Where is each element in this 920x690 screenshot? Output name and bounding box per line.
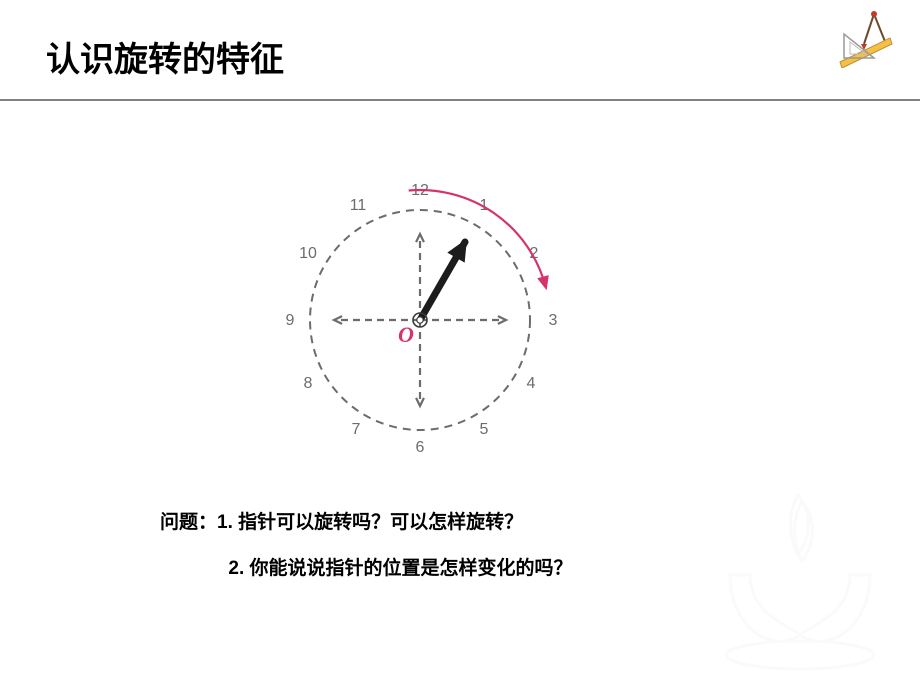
clock-number: 3 [549, 312, 558, 329]
clock-number: 4 [527, 375, 536, 392]
clock-number: 6 [416, 439, 425, 456]
geometry-tools-icon [830, 8, 900, 73]
question-2-number: 2. [228, 558, 249, 579]
set-square-icon [844, 34, 874, 58]
rotation-arrow-head [537, 275, 549, 290]
clock-number: 8 [304, 375, 313, 392]
clock-hand [420, 239, 467, 320]
question-line-2: 2. 你能说说指针的位置是怎样变化的吗？ [160, 546, 573, 592]
page-title: 认识旋转的特征 [46, 32, 920, 81]
clock-number: 11 [350, 197, 367, 214]
center-ring-inner [417, 317, 423, 323]
divider-line [0, 99, 920, 101]
watermark-icon [690, 455, 910, 680]
clock-diagram: 121234567891011 O [260, 150, 580, 470]
question-line-1: 问题：1. 指针可以旋转吗？可以怎样旋转？ [160, 500, 573, 546]
clock-number: 9 [286, 312, 295, 329]
ruler-icon [840, 38, 892, 68]
clock-number: 7 [352, 421, 361, 438]
center-label-o: O [398, 322, 414, 347]
question-prefix: 问题： [160, 512, 217, 533]
question-1-number: 1. [217, 512, 238, 533]
clock-number: 10 [299, 245, 317, 262]
clock-number: 5 [480, 421, 489, 438]
questions-block: 问题：1. 指针可以旋转吗？可以怎样旋转？ 2. 你能说说指针的位置是怎样变化的… [160, 500, 573, 591]
title-area: 认识旋转的特征 [0, 0, 920, 81]
slide: 认识旋转的特征 121234567891011 O 问题：1. 指针可以旋转吗？… [0, 0, 920, 690]
question-2-text: 你能说说指针的位置是怎样变化的吗？ [250, 558, 573, 579]
question-1-text: 指针可以旋转吗？可以怎样旋转？ [238, 512, 523, 533]
rotation-arc-arrow [409, 190, 546, 286]
